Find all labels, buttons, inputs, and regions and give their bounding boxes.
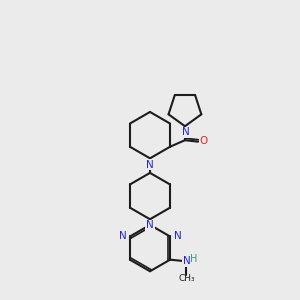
Text: N: N — [182, 128, 189, 137]
Text: CH₃: CH₃ — [178, 274, 195, 283]
Text: N: N — [182, 256, 190, 266]
Text: O: O — [200, 136, 208, 146]
Text: N: N — [118, 231, 126, 241]
Text: N: N — [146, 220, 154, 230]
Text: H: H — [190, 254, 198, 264]
Text: N: N — [174, 231, 182, 241]
Text: N: N — [146, 160, 154, 170]
